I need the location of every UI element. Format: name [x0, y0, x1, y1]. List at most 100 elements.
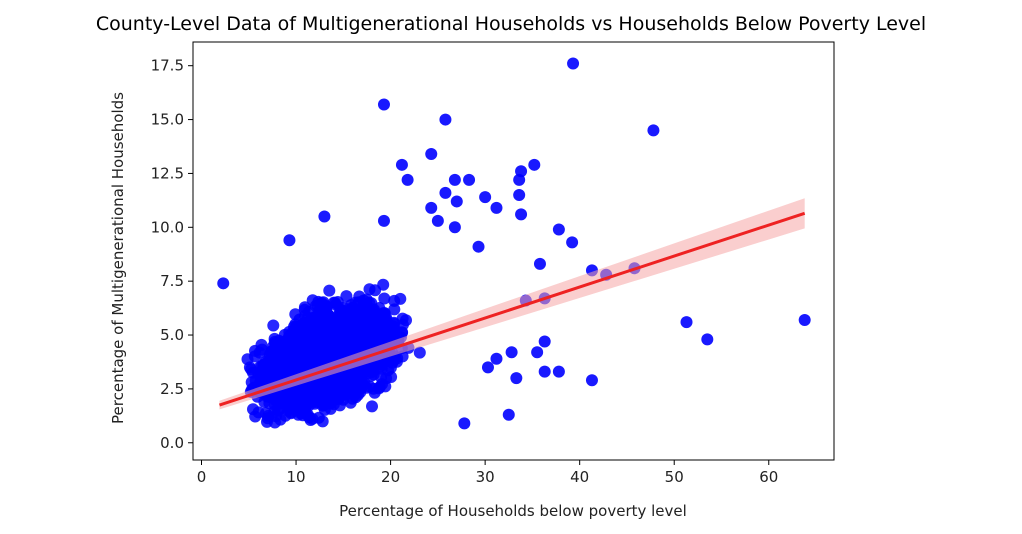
data-point [295, 349, 308, 362]
data-point [377, 278, 390, 291]
data-point [463, 173, 476, 186]
x-tick-label: 50 [665, 468, 684, 486]
data-point [538, 365, 551, 378]
data-point [515, 208, 528, 221]
data-point [217, 277, 230, 290]
data-point [249, 410, 262, 423]
data-point [472, 240, 485, 253]
data-point [309, 300, 322, 312]
data-point [425, 201, 438, 214]
data-point [309, 328, 322, 341]
regression-line [219, 211, 806, 407]
x-axis-label: Percentage of Households below poverty l… [339, 502, 687, 520]
y-axis-label: Percentage of Multigenerational Househol… [109, 92, 127, 424]
data-point [439, 113, 452, 126]
data-point [268, 405, 281, 418]
y-tick-label: 7.5 [160, 272, 184, 290]
x-tick-label: 60 [759, 468, 778, 486]
data-point [425, 148, 438, 161]
plot-frame [192, 41, 835, 461]
data-point [386, 320, 399, 332]
data-point [363, 296, 376, 309]
data-point [303, 356, 316, 369]
data-point [533, 257, 546, 270]
data-point [376, 313, 389, 326]
data-point [431, 214, 444, 227]
data-point [296, 382, 309, 395]
data-point [344, 396, 357, 409]
data-point [348, 322, 360, 335]
data-point [377, 98, 390, 111]
y-tick-label: 10.0 [151, 218, 184, 236]
y-tick-label: 2.5 [160, 380, 184, 398]
data-points [217, 57, 811, 430]
data-point [513, 173, 526, 186]
data-point [567, 57, 580, 70]
data-point [318, 210, 331, 223]
data-point [245, 376, 258, 389]
x-tick-label: 30 [476, 468, 495, 486]
data-point [355, 379, 368, 392]
data-point [363, 283, 376, 296]
data-point [531, 346, 544, 359]
data-point [243, 361, 256, 374]
data-point [268, 360, 281, 373]
data-point [647, 124, 660, 137]
data-point [268, 391, 281, 404]
data-point [502, 408, 515, 421]
x-axis-ticks: 0 10 20 30 40 50 60 [197, 460, 778, 486]
data-point [323, 284, 336, 297]
data-point [479, 191, 492, 204]
data-point [318, 320, 331, 333]
data-point [343, 368, 356, 381]
data-point [538, 335, 551, 348]
data-point [505, 346, 518, 359]
data-point [289, 308, 302, 321]
data-point [277, 393, 290, 406]
y-tick-label: 15.0 [151, 111, 184, 129]
regression-layer [219, 198, 806, 410]
data-point [552, 223, 565, 236]
data-point [395, 158, 408, 171]
data-point [261, 415, 273, 428]
data-point [285, 364, 298, 377]
data-point [364, 363, 376, 376]
data-point [701, 333, 714, 346]
data-point [324, 397, 337, 410]
data-point [379, 380, 392, 393]
data-point [458, 417, 471, 430]
data-point [798, 313, 811, 326]
data-point [528, 158, 541, 171]
data-point [267, 319, 280, 332]
data-point [259, 373, 271, 386]
data-point [340, 290, 353, 303]
y-tick-label: 12.5 [151, 164, 184, 182]
data-point [352, 388, 364, 401]
data-point [249, 344, 261, 357]
x-tick-label: 40 [570, 468, 589, 486]
data-point [401, 173, 414, 186]
data-point [385, 371, 398, 383]
data-point [439, 186, 452, 199]
data-point [448, 173, 461, 186]
data-point [413, 346, 426, 359]
data-point [552, 365, 565, 378]
data-point [510, 372, 523, 385]
y-tick-label: 5.0 [160, 326, 184, 344]
chart-title: County-Level Data of Multigenerational H… [96, 13, 926, 35]
data-point [388, 294, 401, 307]
data-point [268, 343, 281, 356]
data-point [680, 316, 693, 329]
y-tick-label: 17.5 [151, 57, 184, 75]
y-tick-label: 0.0 [160, 434, 184, 452]
data-point [298, 303, 311, 316]
data-point [355, 333, 368, 346]
y-axis-ticks: 0.0 2.5 5.0 7.5 10.0 12.5 15.0 17.5 [151, 57, 193, 452]
data-point [388, 303, 401, 316]
data-point [293, 398, 306, 411]
data-point [490, 201, 503, 214]
data-point [481, 361, 494, 374]
x-tick-label: 0 [197, 468, 207, 486]
data-point [450, 195, 463, 208]
